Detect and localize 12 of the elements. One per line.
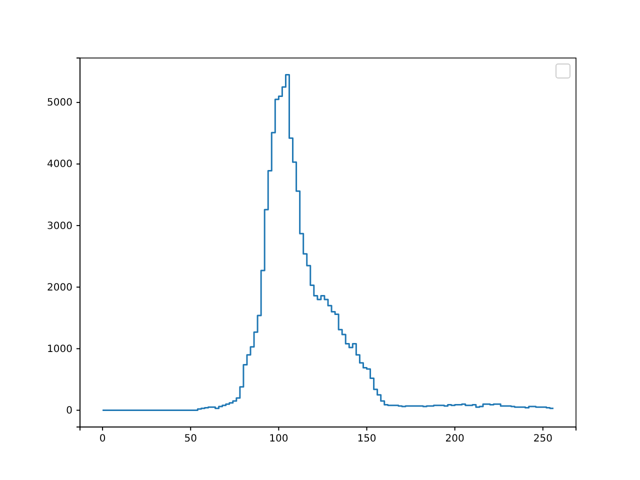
y-tick-label: 4000 bbox=[47, 159, 72, 170]
y-tick-label: 2000 bbox=[47, 282, 72, 294]
x-tick-label: 100 bbox=[269, 434, 288, 445]
x-tick-label: 50 bbox=[184, 434, 197, 445]
x-tick-label: 250 bbox=[533, 434, 552, 445]
y-tick-label: 1000 bbox=[47, 344, 72, 355]
x-tick-label: 0 bbox=[99, 434, 106, 445]
y-tick-label: 5000 bbox=[47, 98, 72, 109]
y-tick-label: 0 bbox=[66, 405, 72, 416]
x-tick-label: 200 bbox=[445, 434, 464, 445]
x-tick-label: 150 bbox=[357, 434, 376, 445]
y-tick-label: 3000 bbox=[47, 220, 72, 232]
